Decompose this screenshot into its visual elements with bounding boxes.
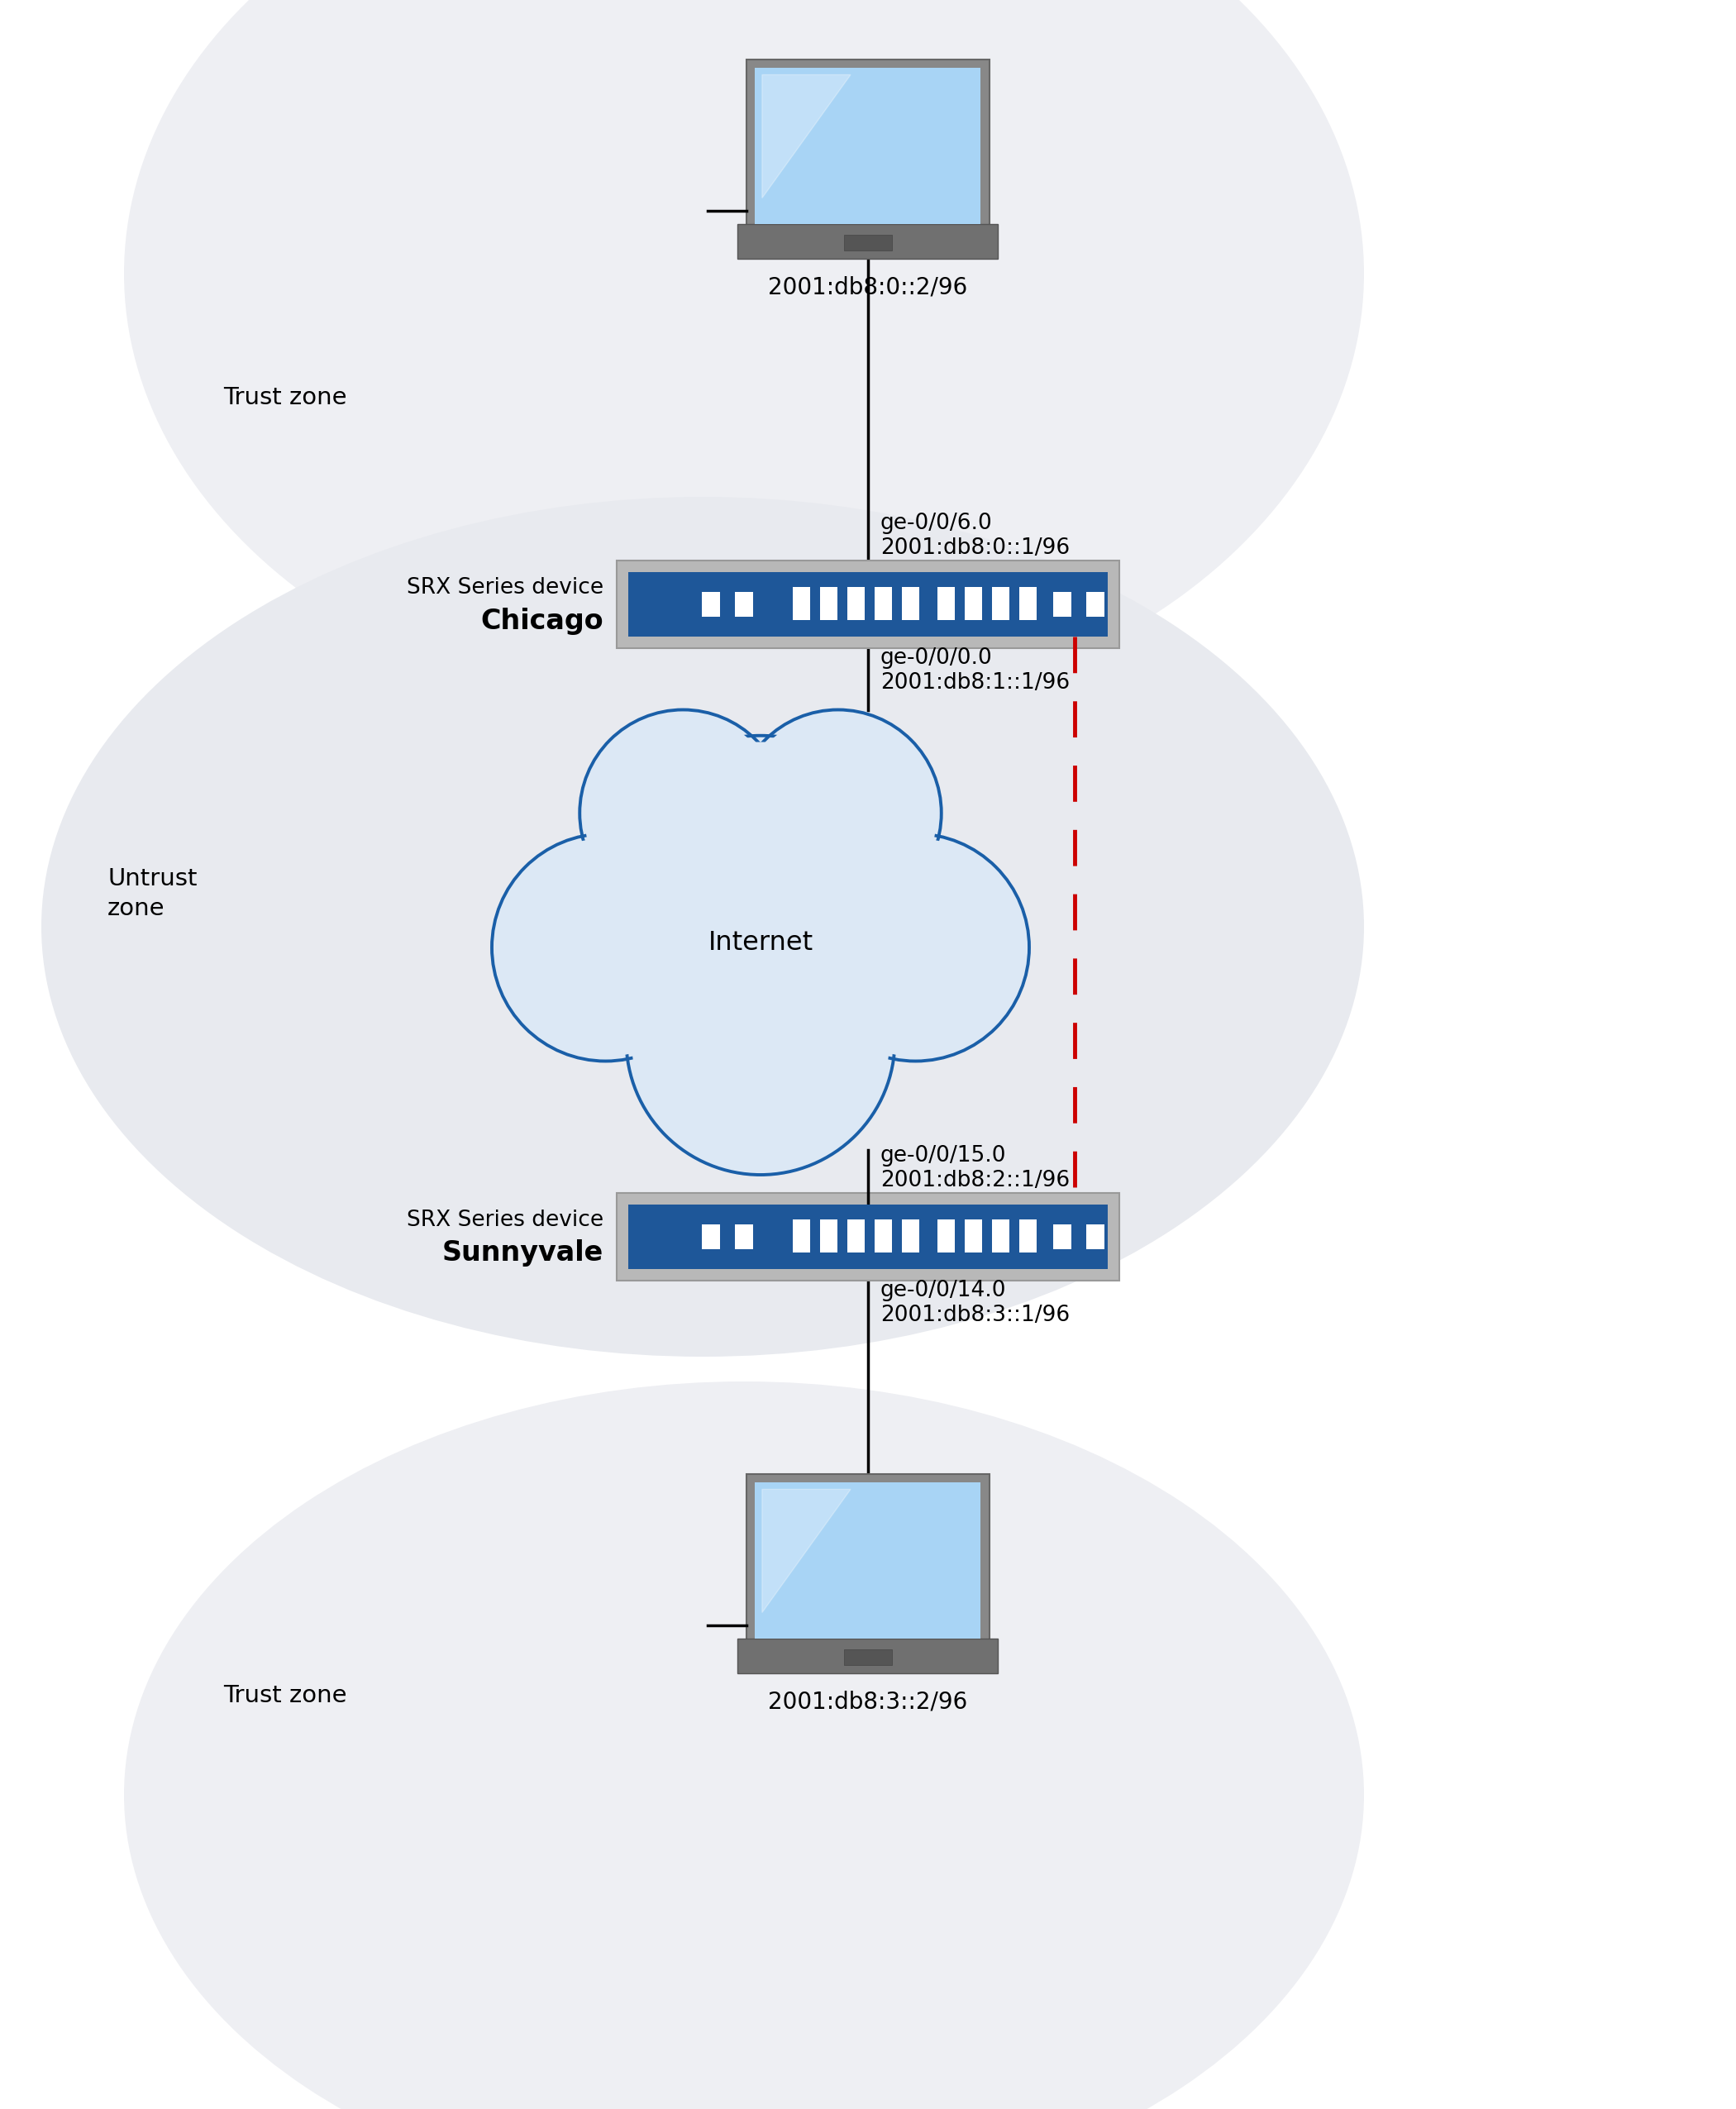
FancyBboxPatch shape xyxy=(844,234,892,251)
Circle shape xyxy=(632,911,889,1168)
Text: 2001:db8:0::2/96: 2001:db8:0::2/96 xyxy=(769,276,967,299)
FancyBboxPatch shape xyxy=(1054,1225,1071,1249)
Text: 2001:db8:3::2/96: 2001:db8:3::2/96 xyxy=(769,1689,967,1713)
Circle shape xyxy=(491,833,719,1061)
Circle shape xyxy=(580,711,786,917)
Circle shape xyxy=(583,713,783,913)
Text: SRX Series device: SRX Series device xyxy=(406,1211,604,1232)
FancyBboxPatch shape xyxy=(616,561,1120,647)
FancyBboxPatch shape xyxy=(903,1219,920,1253)
Text: Sunnyvale: Sunnyvale xyxy=(443,1240,604,1268)
Polygon shape xyxy=(762,74,851,198)
FancyBboxPatch shape xyxy=(701,1225,720,1249)
Ellipse shape xyxy=(123,1381,1364,2109)
FancyBboxPatch shape xyxy=(965,1219,983,1253)
FancyBboxPatch shape xyxy=(746,59,990,232)
FancyBboxPatch shape xyxy=(755,67,981,224)
Ellipse shape xyxy=(123,0,1364,728)
FancyBboxPatch shape xyxy=(1019,586,1036,620)
FancyBboxPatch shape xyxy=(1054,593,1071,616)
FancyBboxPatch shape xyxy=(616,1194,1120,1280)
FancyBboxPatch shape xyxy=(1019,1219,1036,1253)
FancyBboxPatch shape xyxy=(755,1483,981,1639)
FancyBboxPatch shape xyxy=(1087,593,1104,616)
FancyBboxPatch shape xyxy=(847,586,865,620)
Circle shape xyxy=(740,713,937,913)
FancyBboxPatch shape xyxy=(875,586,892,620)
Text: Trust zone: Trust zone xyxy=(224,1685,347,1706)
FancyBboxPatch shape xyxy=(903,586,920,620)
FancyBboxPatch shape xyxy=(746,1474,990,1647)
FancyBboxPatch shape xyxy=(1087,1225,1104,1249)
Text: Internet: Internet xyxy=(708,930,812,955)
Text: ge-0/0/0.0
2001:db8:1::1/96: ge-0/0/0.0 2001:db8:1::1/96 xyxy=(880,647,1069,694)
FancyBboxPatch shape xyxy=(844,1649,892,1664)
FancyBboxPatch shape xyxy=(628,572,1108,637)
Text: Chicago: Chicago xyxy=(481,607,604,635)
Circle shape xyxy=(601,736,920,1057)
Circle shape xyxy=(734,711,941,917)
Circle shape xyxy=(496,837,715,1057)
Text: SRX Series device: SRX Series device xyxy=(406,578,604,599)
FancyBboxPatch shape xyxy=(991,586,1009,620)
FancyBboxPatch shape xyxy=(793,586,811,620)
FancyBboxPatch shape xyxy=(991,1219,1009,1253)
Text: Untrust
zone: Untrust zone xyxy=(108,867,198,920)
Text: ge-0/0/15.0
2001:db8:2::1/96: ge-0/0/15.0 2001:db8:2::1/96 xyxy=(880,1145,1069,1192)
Circle shape xyxy=(807,837,1024,1057)
FancyBboxPatch shape xyxy=(937,1219,955,1253)
FancyBboxPatch shape xyxy=(819,586,837,620)
FancyBboxPatch shape xyxy=(738,224,998,259)
FancyBboxPatch shape xyxy=(793,1219,811,1253)
Circle shape xyxy=(608,742,915,1050)
Ellipse shape xyxy=(42,498,1364,1356)
Polygon shape xyxy=(762,1489,851,1613)
Text: ge-0/0/14.0
2001:db8:3::1/96: ge-0/0/14.0 2001:db8:3::1/96 xyxy=(880,1280,1069,1327)
FancyBboxPatch shape xyxy=(734,1225,753,1249)
FancyBboxPatch shape xyxy=(965,586,983,620)
FancyBboxPatch shape xyxy=(628,1204,1108,1270)
Text: ge-0/0/6.0
2001:db8:0::1/96: ge-0/0/6.0 2001:db8:0::1/96 xyxy=(880,512,1069,559)
FancyBboxPatch shape xyxy=(819,1219,837,1253)
FancyBboxPatch shape xyxy=(937,586,955,620)
Circle shape xyxy=(627,907,894,1175)
Circle shape xyxy=(802,833,1029,1061)
Text: Trust zone: Trust zone xyxy=(224,386,347,409)
FancyBboxPatch shape xyxy=(738,1639,998,1672)
FancyBboxPatch shape xyxy=(734,593,753,616)
FancyBboxPatch shape xyxy=(847,1219,865,1253)
FancyBboxPatch shape xyxy=(701,593,720,616)
FancyBboxPatch shape xyxy=(875,1219,892,1253)
